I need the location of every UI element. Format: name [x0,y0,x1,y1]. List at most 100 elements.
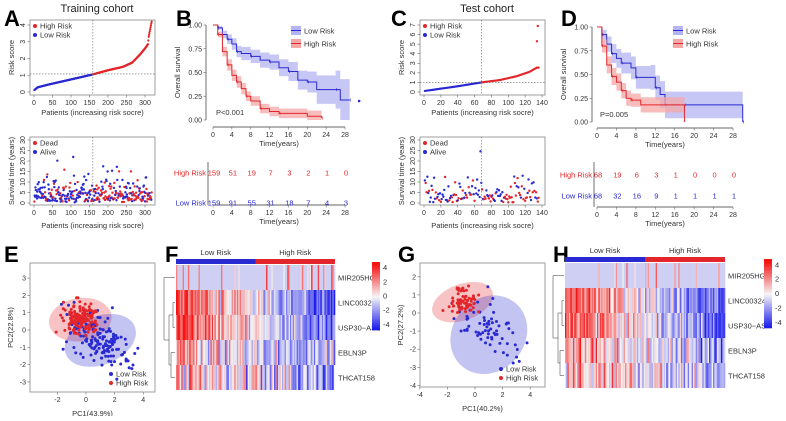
h-heatmap-cell [615,263,618,288]
b-km-y-tick-label: 0.00 [188,118,202,125]
e-pca-point [124,357,128,361]
h-heatmap-cell [567,263,570,288]
f-heatmap-cell [221,340,223,365]
a-status-point [130,200,134,203]
a-status-point [63,168,66,171]
h-heatmap-cell [585,338,587,363]
h-heatmap-cell [601,288,603,313]
g-pca-ylabel: PC2(27.2%) [396,304,405,345]
h-heatmap-cell [709,263,711,288]
f-heatmap-cell [304,290,307,315]
f-heatmap-cell [213,265,215,290]
f-heatmap-cell [202,315,205,340]
f-heatmap-colorbar-segment [372,323,380,326]
f-heatmap-colorbar-segment [372,299,380,302]
h-heatmap-cell [599,363,602,388]
d-km-table-count: 1 [674,192,678,201]
e-pca-point [74,296,78,300]
g-pca-x-tick-label: 0 [473,392,477,399]
h-heatmap-cell [622,363,624,388]
h-heatmap-cell [594,263,596,288]
h-heatmap-colorbar-segment [764,310,772,313]
f-heatmap-cell [244,340,247,365]
c-status-point [514,194,518,197]
g-pca-point [451,296,455,300]
a-status-point [68,186,71,189]
f-heatmap-colorbar-segment [372,275,380,278]
c-status-point [461,189,464,192]
c-risk-legend-marker [423,24,427,28]
h-heatmap-cell [698,313,700,338]
h-heatmap-colorbar-segment [764,274,772,277]
f-heatmap-cell [328,315,330,340]
e-pca-point [114,334,118,338]
f-heatmap-cell [285,365,288,390]
a-status-point [122,200,126,204]
f-heatmap-cell [264,315,267,340]
g-pca-point [469,308,473,312]
h-heatmap-cell [709,338,711,363]
f-heatmap-cell [297,315,300,340]
h-heatmap-cell [666,288,668,313]
b-km-x-tick-label: 4 [230,132,234,139]
e-pca-point [90,346,94,350]
f-heatmap-colorbar-segment [372,292,380,295]
a-status-y-tick-label: 5 [20,190,27,194]
f-heatmap-cell [296,365,299,390]
f-heatmap-cell [223,365,226,390]
h-heatmap-cell [634,338,636,363]
f-heatmap-cell [227,290,230,315]
f-heatmap-cell [259,265,262,290]
h-heatmap-cell [618,313,620,338]
a-status-point [40,194,44,198]
g-pca-point [495,332,499,336]
f-heatmap-cell [317,265,320,290]
e-pca-point [85,339,89,343]
f-heatmap-cell [324,290,327,315]
f-heatmap-cell [266,265,268,290]
f-heatmap-cell [219,290,222,315]
h-heatmap-cell [626,363,628,388]
h-heatmap-cell [641,288,643,313]
a-status-point [106,170,109,173]
f-heatmap-cell [239,265,242,290]
b-km-table-x-tick-label: 20 [303,210,311,217]
e-pca-point [131,363,135,367]
h-heatmap-cell [714,338,716,363]
h-heatmap-cell [681,263,683,288]
g-pca-point [464,288,468,292]
f-heatmap-colorbar-segment [372,265,380,268]
h-heatmap-cell [670,363,672,388]
c-status-point [501,190,504,194]
f-heatmap-cell [284,365,287,390]
h-heatmap-cell [674,363,676,388]
f-heatmap-cell [211,340,214,365]
f-heatmap-cell [263,290,266,315]
g-pca-y-tick-label: 1 [412,292,416,299]
f-heatmap-cell [268,315,271,340]
f-heatmap-cell [258,365,260,390]
h-heatmap-cell [721,263,723,288]
h-heatmap-cell [702,338,704,363]
f-heatmap-cell [215,265,218,290]
b-km-table-x-tick-label: 24 [322,210,330,217]
h-heatmap-cell [675,313,678,338]
a-status-point [125,193,129,196]
a-risk-point [149,28,152,31]
h-heatmap-cell [573,263,575,288]
h-heatmap-cell [639,338,642,363]
f-heatmap-cell [312,365,315,390]
h-heatmap-cell [606,263,608,288]
a-status-point [101,165,105,168]
h-heatmap-cell [639,363,642,388]
e-pca-point [88,311,92,315]
d-km-table-count: 3 [654,171,658,180]
f-heatmap-cell [255,265,258,290]
f-heatmap-colorbar-segment [372,263,380,266]
f-heatmap-cell [190,365,193,390]
c-status-point [424,181,427,185]
a-status-point [56,159,59,162]
a-status-point [37,196,41,199]
f-heatmap-cell [250,365,252,390]
f-heatmap-cell [219,340,222,365]
